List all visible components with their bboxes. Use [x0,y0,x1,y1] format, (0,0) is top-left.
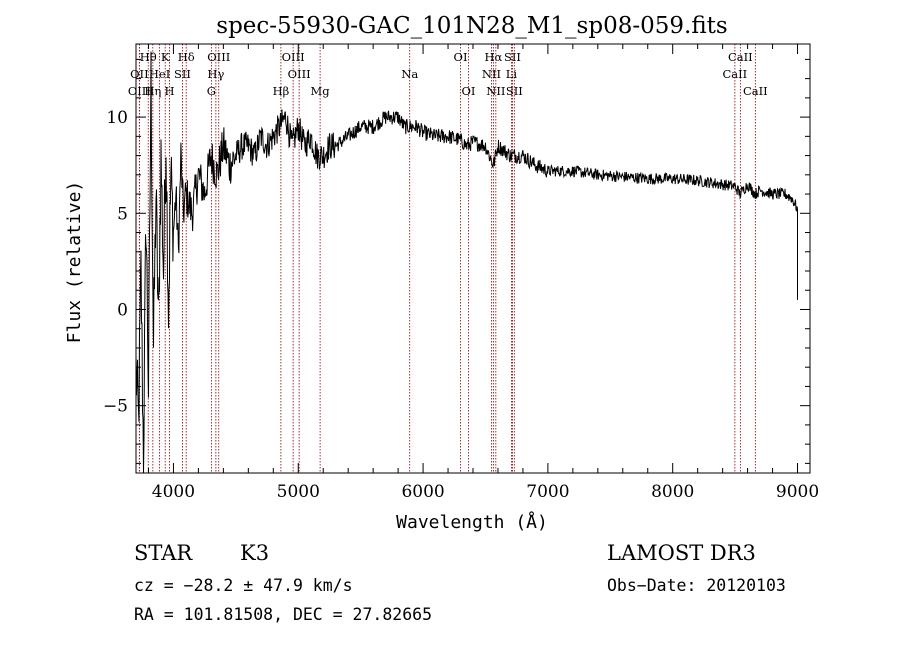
y-tick-label: −5 [103,397,128,417]
spectral-line-label: CaII [743,84,768,98]
y-tick-label: 0 [117,300,128,320]
survey-name: LAMOST DR3 [607,541,756,565]
spectral-line-label: NII [482,67,501,81]
spectral-line-label: HeI [149,67,170,81]
spectral-line-label: H [165,84,175,98]
spectral-line-label: OI [462,84,476,98]
x-axis-ticks: 4000 5000 6000 7000 8000 9000 [147,44,819,502]
y-tick-label: 5 [117,204,128,224]
spectral-line-label: Hα [484,50,502,64]
x-tick-label: 9000 [776,482,819,502]
spectral-line-label: Hη [144,84,161,98]
spectral-line-label: Hδ [178,50,195,64]
spectral-line-label: Hθ [140,50,157,64]
spectral-line-label: NII [486,84,505,98]
spectral-line-label: G [207,84,216,98]
redshift-velocity: cz = −28.2 ± 47.9 km/s [134,576,353,595]
spectral-line-label: OIII [207,50,230,64]
x-tick-label: 6000 [401,482,444,502]
spectral-line-label: OIII [282,50,305,64]
chart-title: spec-55930-GAC_101N28_M1_sp08-059.fits [216,13,727,39]
x-tick-label: 7000 [526,482,569,502]
spectral-line-markers [138,44,756,473]
spectrum-series-line [135,51,798,474]
spectral-line-label: SII [504,50,521,64]
spectral-line-label: SII [174,67,191,81]
spectral-line-label: OII [130,67,149,81]
y-tick-label: 10 [106,108,128,128]
y-axis-ticks: −5 0 5 10 [103,58,810,464]
object-class: STAR [134,541,193,565]
spectral-line-label: Li [506,67,518,81]
spectral-line-label: Na [401,67,418,81]
spectral-line-label: SII [506,84,523,98]
x-tick-label: 4000 [152,482,195,502]
ra-dec-coordinates: RA = 101.81508, DEC = 27.82665 [134,605,432,624]
spectral-line-label: K [161,50,170,64]
plot-frame [135,43,811,474]
spectral-line-label: Mg [311,84,331,98]
y-axis-title: Flux (relative) [64,181,85,344]
spectral-line-label: Hγ [207,67,224,81]
observation-date: Obs−Date: 20120103 [607,576,786,595]
x-tick-label: 8000 [651,482,694,502]
spectral-line-label: CaII [722,67,747,81]
spectral-line-label: Hβ [273,84,290,98]
spectral-line-label: OIII [288,67,311,81]
object-subclass: K3 [240,541,269,565]
spectral-line-label: CaII [728,50,753,64]
x-axis-title: Wavelength (Å) [396,511,548,533]
x-tick-label: 5000 [277,482,320,502]
spectral-line-label: OI [454,50,468,64]
spectral-line-label: OIII [128,84,151,98]
